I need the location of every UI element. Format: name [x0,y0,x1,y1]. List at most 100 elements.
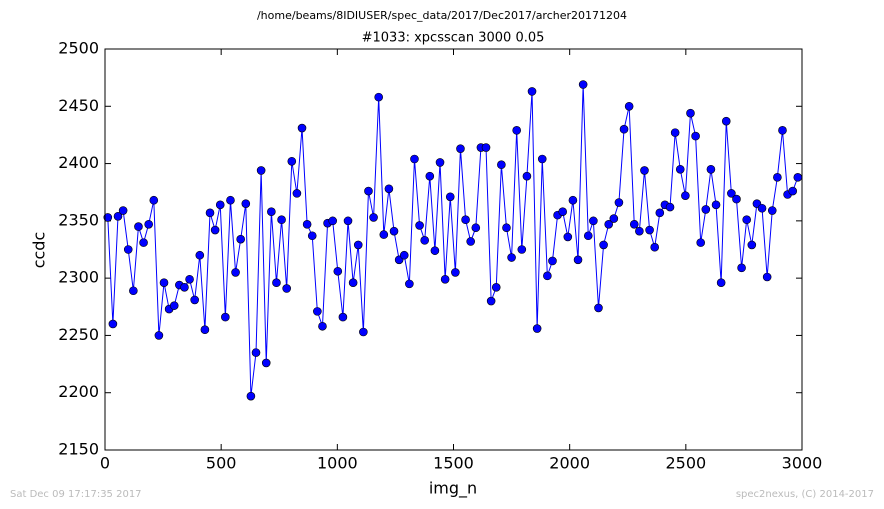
data-point [604,219,613,229]
footer-left: Sat Dec 09 17:17:35 2017 [10,489,142,500]
data-point [169,301,179,310]
data-line [107,84,799,397]
data-point [532,324,542,333]
data-point [338,312,348,322]
suptitle: /home/beams/8IDIUSER/spec_data/2017/Dec2… [257,9,627,22]
footer-right: spec2nexus, (C) 2014-2017 [736,489,874,500]
data-point [113,211,123,221]
data-point [563,232,573,242]
data-point [302,219,312,229]
data-point [461,215,470,225]
data-point [210,225,220,235]
data-point [757,203,767,213]
data-point [399,250,409,260]
data-point [675,165,685,174]
data-point [635,226,644,236]
y-tick-label: 2400 [58,153,99,172]
data-point [624,101,634,111]
data-point [747,240,757,250]
data-point [583,231,593,241]
data-point [154,331,164,340]
data-point [430,246,440,255]
data-point [445,192,455,202]
data-point [159,278,169,288]
data-point [568,195,578,205]
data-point [103,213,113,222]
data-point [185,274,194,284]
data-point [226,195,235,205]
data-point [195,250,205,260]
data-point [149,195,159,205]
data-point [762,272,772,282]
data-point [614,198,624,207]
data-point [272,278,281,288]
data-point [778,126,787,135]
data-point [548,256,557,266]
y-tick-label: 2500 [58,39,99,58]
data-point [440,274,450,284]
data-point [435,158,445,167]
plot-area: 0 500 1000 1500 2000 2500 3000 2150 2200 2250 2300… [58,39,822,473]
x-axis-label: img_n [429,479,477,499]
data-point [645,225,654,235]
data-point [594,303,603,313]
data-point [788,186,798,196]
data-point [655,208,665,218]
data-point [134,222,143,231]
data-point [629,219,639,229]
data-point [767,206,777,215]
data-point [241,199,251,208]
data-point [108,319,118,329]
data-point [512,126,521,135]
data-point [261,358,271,368]
data-point [456,144,465,153]
data-point [742,215,752,225]
data-point [640,166,649,175]
data-point [251,348,261,357]
y-tick-label: 2300 [58,268,99,287]
data-point [681,191,690,200]
data-point [215,200,225,210]
data-point [696,238,706,247]
data-point [691,131,700,141]
data-point [313,307,322,316]
data-point [716,278,726,288]
data-point [118,206,128,215]
y-tick-label: 2450 [58,96,99,115]
data-point [558,207,567,216]
data-point [522,171,532,181]
data-point [287,156,297,166]
data-point [732,194,741,204]
data-point [686,108,695,118]
data-point [481,143,491,152]
data-point [619,124,629,134]
data-point [420,236,429,245]
data-point [190,295,199,305]
data-point [343,216,353,226]
data-point [333,266,343,276]
data-point [578,80,588,89]
data-point [231,268,240,277]
data-point [507,253,516,262]
data-point [405,279,414,289]
data-point [353,240,363,250]
data-point [205,208,215,218]
x-tick-label: 3000 [782,454,823,473]
data-point [415,221,424,230]
data-point [410,154,419,164]
data-point [727,189,736,198]
data-point [369,213,378,222]
data-point [701,205,711,214]
data-point [706,165,716,174]
y-axis-label: ccdc [30,232,49,269]
data-point [425,171,435,181]
data-point [129,286,138,296]
data-point [282,284,291,293]
data-point [277,215,286,225]
data-point [502,223,511,233]
x-tick-label: 1500 [433,454,474,473]
data-point [389,226,399,236]
data-point [384,184,394,194]
